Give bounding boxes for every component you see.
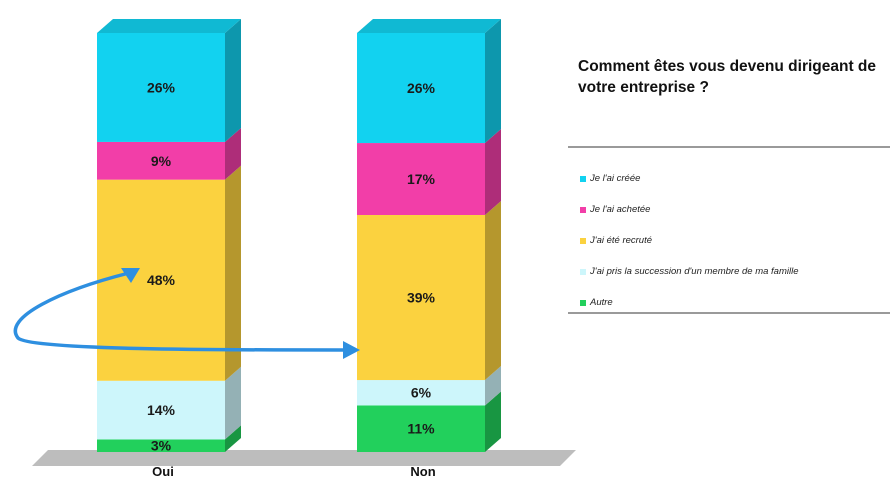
chart-title: Comment êtes vous devenu dirigeant de vo… — [578, 58, 877, 96]
legend-label: Je l'ai créée — [590, 173, 641, 184]
bar-segment — [357, 405, 485, 452]
bar-side — [225, 366, 241, 440]
legend-item: Autre — [568, 287, 890, 318]
chart-legend: Je l'ai créée Je l'ai achetée J'ai été r… — [568, 146, 890, 314]
bar-side — [485, 129, 501, 215]
legend-label: Je l'ai achetée — [590, 204, 651, 215]
data-label: 3% — [151, 438, 172, 454]
data-label: 26% — [407, 80, 436, 96]
bar-side — [485, 19, 501, 144]
bar-segment — [97, 439, 225, 452]
legend-swatch-succession — [580, 268, 586, 275]
arrowhead — [121, 268, 140, 283]
bar-top — [97, 19, 241, 33]
bar-segment — [357, 214, 485, 381]
bar-segment — [97, 141, 225, 180]
legend-item: Je l'ai achetée — [568, 194, 890, 225]
data-label: 17% — [407, 171, 436, 187]
bar-segment — [357, 380, 485, 406]
legend-label: Autre — [590, 297, 613, 308]
bar-side — [485, 200, 501, 381]
legend-label: J'ai pris la succession d'un membre de m… — [590, 266, 799, 277]
annotation-arrow — [13, 270, 346, 352]
category-label: Non — [410, 464, 435, 479]
bar-top — [357, 19, 501, 33]
data-label: 14% — [147, 402, 176, 418]
bar-side — [225, 127, 241, 180]
bar-side — [485, 366, 501, 406]
category-label: Oui — [152, 464, 174, 479]
bar-segment — [357, 143, 485, 215]
data-label: 39% — [407, 290, 436, 306]
legend-swatch-recrute — [580, 237, 586, 244]
data-label: 6% — [411, 385, 432, 401]
bar-side — [225, 425, 241, 452]
legend-item: Je l'ai créée — [568, 163, 890, 194]
legend-label: J'ai été recruté — [590, 235, 653, 246]
bar-side — [485, 391, 501, 452]
bar-segment — [97, 380, 225, 440]
legend-swatch-autre — [580, 299, 586, 306]
data-label: 11% — [407, 421, 435, 437]
arrowhead — [343, 341, 360, 359]
bar-side — [225, 19, 241, 142]
bar-segment — [97, 33, 225, 142]
legend-swatch-achetee — [580, 206, 586, 213]
data-label: 9% — [151, 153, 172, 169]
legend-item: J'ai été recruté — [568, 225, 890, 256]
legend-item: J'ai pris la succession d'un membre de m… — [568, 256, 890, 287]
data-label: 26% — [147, 79, 176, 95]
bar-side — [225, 165, 241, 381]
bar-segment — [357, 33, 485, 144]
chart-floor — [32, 450, 576, 466]
data-label: 48% — [147, 272, 176, 288]
legend-swatch-creee — [580, 175, 586, 182]
